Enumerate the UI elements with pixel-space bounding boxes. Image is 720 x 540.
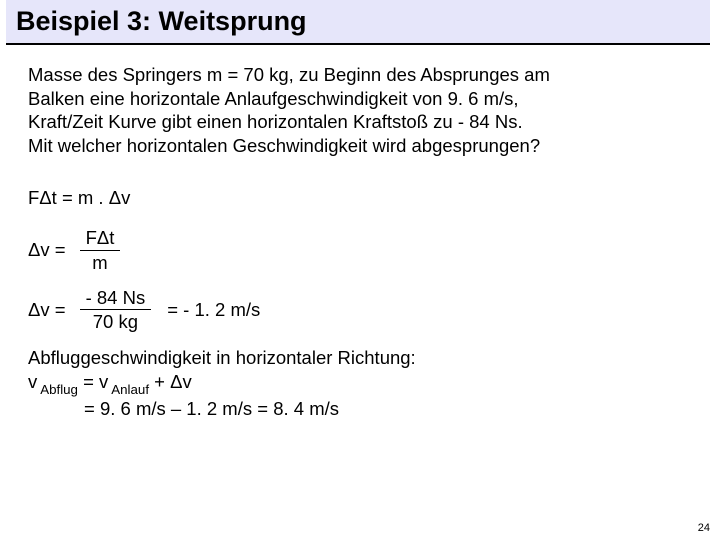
slide-title: Beispiel 3: Weitsprung xyxy=(16,6,700,37)
fraction-bar xyxy=(80,250,121,251)
plus-delta-v: + Δv xyxy=(149,371,192,392)
fraction-numerator: - 84 Ns xyxy=(80,287,152,308)
subscript-abflug: Abflug xyxy=(37,382,78,397)
fraction: - 84 Ns 70 kg xyxy=(80,287,152,333)
equals-v: = v xyxy=(78,371,108,392)
equation-delta-v-symbolic: Δv = FΔt m xyxy=(28,227,692,273)
fraction: FΔt m xyxy=(80,227,121,273)
title-bar: Beispiel 3: Weitsprung xyxy=(6,0,710,45)
fraction-bar xyxy=(80,309,152,310)
subscript-anlauf: Anlauf xyxy=(108,382,149,397)
equation-delta-v-numeric: Δv = - 84 Ns 70 kg = - 1. 2 m/s xyxy=(28,287,692,333)
frac-label: Δv = xyxy=(28,298,66,322)
frac-label: Δv = xyxy=(28,238,66,262)
fraction-denominator: 70 kg xyxy=(87,311,144,332)
fraction-numerator: FΔt xyxy=(80,227,121,248)
conclusion-line-3: = 9. 6 m/s – 1. 2 m/s = 8. 4 m/s xyxy=(84,397,692,421)
conclusion: Abfluggeschwindigkeit in horizontaler Ri… xyxy=(28,346,692,420)
equation-result: = - 1. 2 m/s xyxy=(167,298,260,322)
page-number: 24 xyxy=(698,522,710,534)
problem-line-3: Kraft/Zeit Kurve gibt einen horizontalen… xyxy=(28,110,692,134)
conclusion-line-1: Abfluggeschwindigkeit in horizontaler Ri… xyxy=(28,346,692,370)
v-symbol: v xyxy=(28,371,37,392)
slide-content: Masse des Springers m = 70 kg, zu Beginn… xyxy=(0,45,720,420)
problem-line-1: Masse des Springers m = 70 kg, zu Beginn… xyxy=(28,63,692,87)
equation-impulse: FΔt = m . Δv xyxy=(28,186,692,210)
fraction-denominator: m xyxy=(86,252,113,273)
problem-statement: Masse des Springers m = 70 kg, zu Beginn… xyxy=(28,63,692,158)
conclusion-line-2: v Abflug = v Anlauf + Δv xyxy=(28,370,692,397)
problem-line-2: Balken eine horizontale Anlaufgeschwindi… xyxy=(28,87,692,111)
problem-line-4: Mit welcher horizontalen Geschwindigkeit… xyxy=(28,134,692,158)
